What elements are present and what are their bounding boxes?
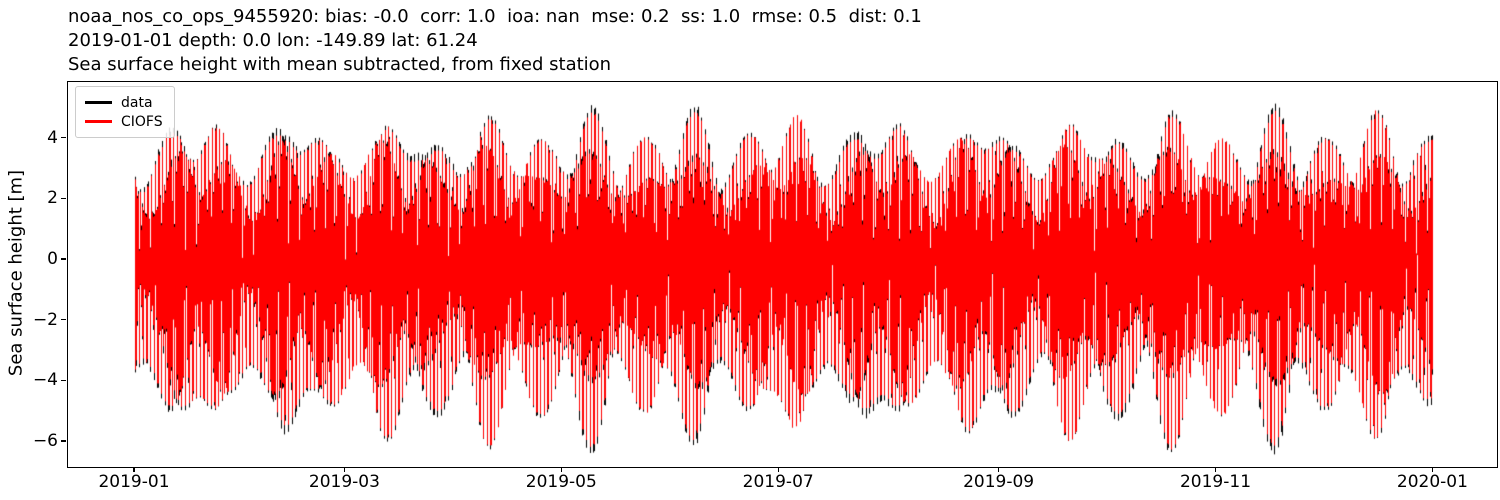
y-tick-label: −4	[32, 370, 58, 391]
y-tick-label: −2	[32, 309, 58, 330]
axes-area	[67, 81, 1498, 468]
legend-label-data: data	[121, 94, 153, 111]
plot-title: noaa_nos_co_ops_9455920: bias: -0.0 corr…	[68, 5, 922, 77]
y-tick-label: 0	[47, 249, 58, 269]
plot-canvas	[68, 82, 1497, 467]
x-tick-mark	[997, 467, 1000, 472]
y-tick-label: 2	[47, 188, 58, 209]
x-tick-mark	[1214, 467, 1217, 472]
x-tick-mark	[560, 467, 563, 472]
plot-title-line-2: 2019-01-01 depth: 0.0 lon: -149.89 lat: …	[68, 30, 478, 51]
x-tick-label: 2019-03	[308, 472, 380, 492]
x-tick-mark	[343, 467, 346, 472]
y-tick-label: −6	[32, 431, 58, 452]
y-tick-mark	[61, 379, 66, 382]
x-tick-mark	[133, 467, 135, 472]
y-tick-mark	[61, 440, 66, 442]
y-tick-mark	[61, 197, 66, 199]
plot-title-line-3: Sea surface height with mean subtracted,…	[68, 54, 612, 75]
x-tick-label: 2019-07	[742, 472, 814, 492]
x-tick-label: 2019-09	[963, 472, 1035, 492]
x-tick-label: 2019-05	[525, 472, 597, 492]
y-tick-label: 4	[47, 127, 58, 148]
x-tick-label: 2019-11	[1179, 472, 1252, 492]
legend: data CIOFS	[75, 86, 175, 138]
y-tick-mark	[61, 258, 66, 260]
legend-item-ciofs: CIOFS	[85, 112, 163, 131]
data-line-swatch	[85, 101, 112, 104]
ciofs-line-swatch	[85, 120, 112, 123]
y-tick-mark	[61, 318, 66, 321]
legend-item-data: data	[85, 93, 163, 112]
x-tick-label: 2019-01	[98, 472, 170, 492]
plot-title-line-1: noaa_nos_co_ops_9455920: bias: -0.0 corr…	[68, 6, 922, 27]
x-tick-label: 2020-01	[1396, 472, 1468, 492]
y-tick-mark	[61, 136, 66, 139]
legend-label-ciofs: CIOFS	[121, 113, 163, 130]
x-tick-mark	[1431, 467, 1434, 472]
x-tick-mark	[777, 467, 779, 472]
